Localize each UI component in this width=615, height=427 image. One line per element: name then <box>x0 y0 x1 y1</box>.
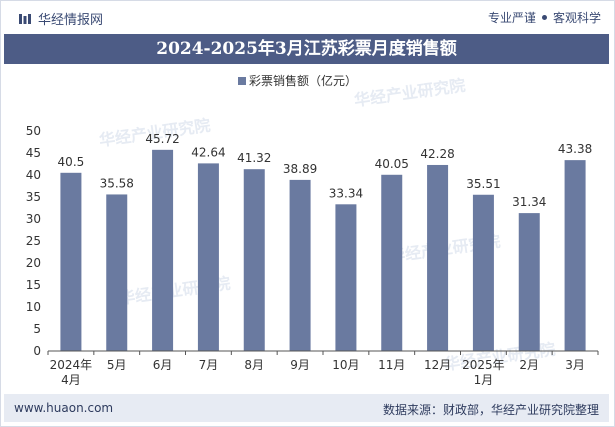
y-tick-label: 45 <box>26 146 41 160</box>
bar <box>472 194 494 351</box>
header-tags: 专业严谨 客观科学 <box>488 9 601 26</box>
y-axis: 0 5 10 15 20 25 30 35 40 45 50 <box>26 124 41 358</box>
bar <box>289 179 311 351</box>
y-tick-label: 50 <box>26 124 41 138</box>
x-tick-label: 8月 <box>244 358 264 372</box>
y-tick-label: 15 <box>26 278 41 292</box>
brand-logo[interactable]: 华经情报网 <box>18 9 103 28</box>
bar <box>564 160 586 351</box>
bar <box>197 163 219 351</box>
x-tick-label: 2月 <box>519 358 539 372</box>
bar <box>381 174 403 351</box>
bar <box>106 194 128 351</box>
data-source: 数据来源：财政部，华经产业研究院整理 <box>382 403 599 417</box>
x-tick-label: 2025年 1月 <box>462 358 505 387</box>
bar-value-label: 42.28 <box>420 147 454 161</box>
y-tick-label: 25 <box>26 234 41 248</box>
bar-value-label: 38.89 <box>283 162 317 176</box>
bar-value-label: 33.34 <box>329 186 363 200</box>
x-tick-label: 12月 <box>424 358 451 372</box>
bar <box>152 149 174 351</box>
x-tick-label: 9月 <box>290 358 310 372</box>
bar <box>60 172 82 351</box>
x-tick-label: 5月 <box>107 358 127 372</box>
bar-value-label: 35.51 <box>466 177 500 191</box>
bar-value-label: 40.5 <box>58 155 85 169</box>
bar-value-label: 31.34 <box>512 195 546 209</box>
y-tick-label: 30 <box>26 212 41 226</box>
watermark-text: 华经产业研究院 <box>353 76 467 110</box>
brand-logo-icon <box>19 13 31 24</box>
brand-name: 华经情报网 <box>38 13 104 28</box>
x-axis: 2024年 4月 5月 6月 7月 8月 9月 10月 11月 12月 2025年 1月 2月 3月 <box>47 351 599 387</box>
y-tick-label: 10 <box>26 300 41 314</box>
footer-site-link[interactable]: www.huaon.com <box>14 401 114 415</box>
bars: 40.5 35.58 45.72 42.64 41.32 38.89 33.34 40.05 4… <box>58 132 592 351</box>
legend-label: 彩票销售额（亿元） <box>249 73 357 88</box>
bar-value-label: 45.72 <box>145 132 179 146</box>
y-tick-label: 35 <box>26 190 41 204</box>
x-tick-label: 2024年 4月 <box>50 358 93 387</box>
bar-value-label: 41.32 <box>237 151 271 165</box>
separator-dot-icon <box>541 15 547 20</box>
bar <box>335 204 357 351</box>
x-tick-label: 3月 <box>565 358 585 372</box>
y-tick-label: 40 <box>26 168 41 182</box>
tag-objective: 客观科学 <box>552 11 601 25</box>
bar-value-label: 35.58 <box>100 176 134 190</box>
x-tick-label: 6月 <box>153 358 173 372</box>
legend: 彩票销售额（亿元） <box>238 73 357 88</box>
bar-value-label: 43.38 <box>558 142 592 156</box>
chart-title: 2024-2025年3月江苏彩票月度销售额 <box>4 34 609 64</box>
tag-rigorous: 专业严谨 <box>487 11 536 25</box>
x-tick-label: 10月 <box>332 358 359 372</box>
bar-value-label: 42.64 <box>191 145 225 159</box>
footer: www.huaon.com 数据来源：财政部，华经产业研究院整理 <box>4 394 609 422</box>
top-bar: 华经情报网 专业严谨 客观科学 <box>0 0 615 34</box>
bar-value-label: 40.05 <box>375 157 409 171</box>
legend-swatch <box>238 77 246 85</box>
bar <box>518 213 540 351</box>
bar <box>243 169 265 351</box>
bar <box>427 164 449 351</box>
y-tick-label: 0 <box>33 344 41 358</box>
x-tick-label: 11月 <box>378 358 405 372</box>
bar-chart: 彩票销售额（亿元） 华经产业研究院 华经产业研究院 华经产业研究院 华经产业研究… <box>26 73 599 387</box>
y-tick-label: 20 <box>26 256 41 270</box>
y-tick-label: 5 <box>33 322 41 336</box>
x-tick-label: 7月 <box>199 358 219 372</box>
